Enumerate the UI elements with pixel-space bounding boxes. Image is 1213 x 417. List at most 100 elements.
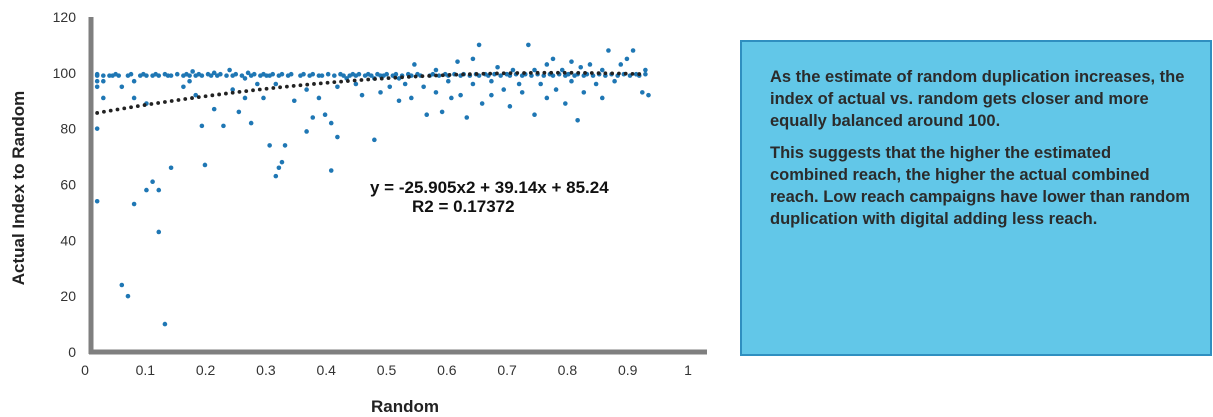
trendline-dot (190, 96, 194, 100)
scatter-point (489, 92, 494, 98)
scatter-point (199, 123, 205, 129)
trendline-dot (474, 72, 479, 76)
scatter-point (119, 84, 125, 90)
trendline-dot (217, 92, 222, 97)
y-axis-title: Actual Index to Random (9, 91, 28, 286)
scatter-point (495, 64, 500, 70)
scatter-point (640, 90, 645, 95)
trendline-dot (393, 75, 398, 80)
scatter-point (310, 71, 316, 77)
scatter-point (624, 56, 630, 62)
trendline-dot (420, 74, 425, 79)
scatter-point (643, 67, 648, 73)
scatter-point (332, 73, 337, 78)
scatter-point (245, 70, 251, 76)
scatter-point (131, 201, 137, 207)
scatter-point (519, 90, 525, 95)
trendline-dot (562, 70, 567, 75)
scatter-point (507, 104, 513, 109)
scatter-point (248, 120, 254, 126)
trendline-dot (115, 107, 120, 112)
x-tick-label: 0.3 (256, 362, 276, 378)
x-tick-label: 0 (81, 362, 89, 378)
trendline-dot (447, 73, 452, 77)
scatter-point (421, 84, 426, 90)
trendline-dot (156, 101, 161, 105)
insight-callout: As the estimate of random duplication in… (740, 40, 1212, 356)
trendline-dot (366, 77, 371, 82)
scatter-point (587, 62, 593, 67)
scatter-point (359, 92, 365, 98)
scatter-point (563, 101, 568, 106)
scatter-point (236, 109, 242, 115)
trendline-dot (352, 78, 357, 83)
trendline-dot (535, 70, 540, 75)
trendline-dot (569, 70, 574, 75)
scatter-point (125, 293, 131, 299)
scatter-point (516, 81, 522, 87)
scatter-point (569, 59, 574, 64)
x-tick-label: 0.8 (558, 362, 578, 378)
trendline-dot (257, 87, 262, 92)
trendline-dot (230, 90, 235, 95)
y-tick-label: 80 (60, 121, 76, 137)
scatter-point (221, 123, 226, 129)
scatter-point (291, 98, 297, 104)
scatter-point (470, 81, 476, 87)
trendline-dot (576, 70, 581, 75)
y-tick-label: 40 (60, 232, 76, 248)
trendline-dot (379, 76, 384, 81)
scatter-point (227, 67, 232, 73)
trendline-dot (325, 80, 330, 85)
trendline-dot (481, 71, 486, 76)
callout-paragraph-2: This suggests that the higher the estima… (770, 144, 1190, 228)
scatter-point (643, 71, 648, 77)
scatter-point (279, 71, 285, 77)
scatter-point (498, 73, 503, 78)
scatter-point (409, 95, 414, 101)
trendline-r-squared: R2 = 0.17372 (412, 197, 515, 216)
trendline-dot (495, 71, 499, 76)
scatter-point (230, 87, 235, 92)
data-points (94, 42, 651, 327)
trendline-dot (637, 72, 642, 76)
trendline-dot (163, 100, 167, 104)
trendline-dot (454, 72, 459, 77)
trendline-dot (508, 71, 513, 76)
scatter-point (190, 69, 195, 74)
scatter-point (187, 73, 192, 78)
scatter-point (162, 321, 168, 327)
trendline-dot (149, 102, 154, 106)
scatter-point (325, 71, 331, 77)
scatter-point (470, 56, 476, 62)
scatter-point (544, 95, 550, 101)
y-tick-label: 60 (60, 177, 76, 193)
scatter-point (193, 92, 199, 98)
x-axis-title: Random (371, 397, 439, 416)
scatter-point (335, 84, 340, 90)
trendline-dot (196, 95, 201, 100)
trendline-dot (427, 73, 432, 78)
trendline-dot (610, 71, 615, 76)
trendline-dot (603, 71, 608, 76)
trendline-dot (129, 105, 133, 110)
x-tick-label: 1 (684, 362, 692, 378)
trendline (95, 70, 642, 115)
scatter-point (322, 112, 328, 118)
trendline-dot (522, 71, 526, 75)
x-tick-label: 0.2 (196, 362, 216, 378)
trendline-dot (271, 86, 276, 90)
scatter-point (412, 62, 417, 67)
scatter-point (433, 67, 439, 73)
scatter-point (144, 187, 149, 193)
scatter-point (211, 70, 217, 76)
trendline-dot (630, 71, 635, 76)
scatter-point (328, 120, 334, 126)
scatter-point (116, 73, 122, 78)
scatter-point (156, 229, 162, 235)
trendline-dot (251, 88, 255, 93)
scatter-chart: 0 0.1 0.2 0.3 0.4 0.5 0.6 0.7 0.8 0.9 1 0 20 40 60 80 1… (9, 9, 707, 416)
scatter-point (304, 129, 309, 134)
scatter-point (630, 48, 636, 53)
scatter-point (94, 84, 100, 90)
